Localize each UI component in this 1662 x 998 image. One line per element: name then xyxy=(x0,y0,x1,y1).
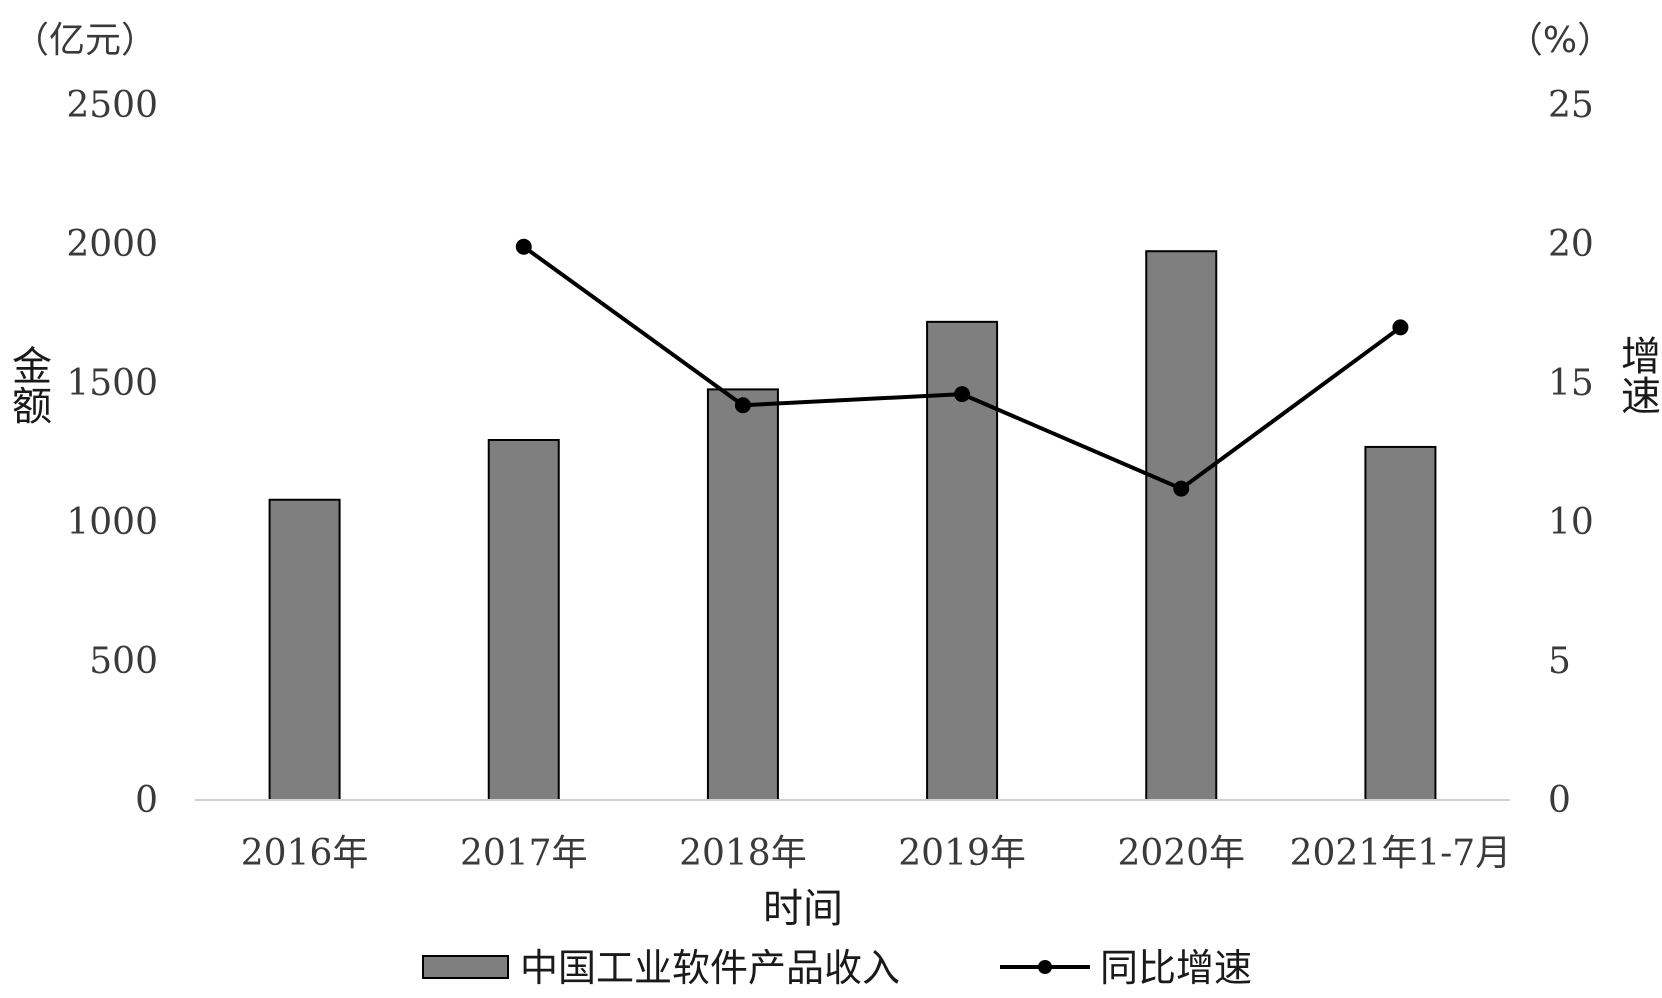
left-tick-label: 0 xyxy=(135,780,158,821)
left-tick-label: 1500 xyxy=(66,363,158,404)
right-tick-label: 25 xyxy=(1548,85,1594,126)
legend: 中国工业软件产品收入 同比增速 xyxy=(422,946,1252,990)
left-tick-label: 1000 xyxy=(66,502,158,543)
bar-series xyxy=(268,250,1437,801)
legend-label-bar: 中国工业软件产品收入 xyxy=(520,946,900,990)
left-tick-label: 2000 xyxy=(66,224,158,265)
x-tick-label: 2017年 xyxy=(460,833,588,874)
bar xyxy=(1145,250,1218,801)
bar xyxy=(706,388,779,801)
x-tick-label: 2021年1-7月 xyxy=(1290,833,1512,874)
x-axis-title: 时间 xyxy=(763,886,843,932)
bar xyxy=(1364,445,1437,801)
right-tick-label: 15 xyxy=(1548,363,1594,404)
legend-label-line: 同比增速 xyxy=(1100,946,1252,990)
line-point xyxy=(734,397,751,414)
right-axis-unit: （%） xyxy=(1507,20,1613,61)
left-tick-label: 500 xyxy=(89,641,158,682)
left-axis-ticks: 0 500 1000 1500 2000 2500 xyxy=(66,85,158,821)
right-tick-label: 0 xyxy=(1548,780,1571,821)
left-tick-label: 2500 xyxy=(66,85,158,126)
right-tick-label: 20 xyxy=(1548,224,1594,265)
bar xyxy=(268,498,341,801)
right-tick-label: 10 xyxy=(1548,502,1594,543)
legend-swatch-marker xyxy=(1038,960,1052,974)
x-tick-label: 2016年 xyxy=(241,833,369,874)
left-axis-unit: （亿元） xyxy=(13,20,157,61)
line-point xyxy=(515,238,532,255)
right-axis-title: 增速 xyxy=(1614,335,1660,415)
x-tick-label: 2020年 xyxy=(1117,833,1245,874)
right-tick-label: 5 xyxy=(1548,641,1571,682)
line-series xyxy=(515,238,1409,497)
left-axis-title: 金额 xyxy=(5,345,51,425)
line-point xyxy=(1392,319,1409,336)
right-axis-ticks: 0 5 10 15 20 25 xyxy=(1548,85,1594,821)
line-point xyxy=(1173,480,1190,497)
x-tick-label: 2018年 xyxy=(679,833,807,874)
x-axis-ticks: 2016年 2017年 2018年 2019年 2020年 2021年1-7月 xyxy=(241,833,1511,874)
bar xyxy=(487,438,560,801)
x-tick-label: 2019年 xyxy=(898,833,1026,874)
line-point xyxy=(954,386,971,403)
legend-swatch-bar xyxy=(422,955,509,979)
